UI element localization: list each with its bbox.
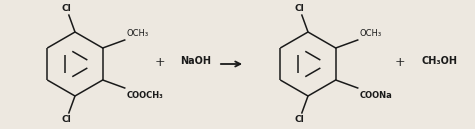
Text: Cl: Cl xyxy=(295,4,305,13)
Text: CH₃OH: CH₃OH xyxy=(422,56,458,66)
Text: COONa: COONa xyxy=(360,91,392,100)
Text: Cl: Cl xyxy=(62,4,72,13)
Text: +: + xyxy=(395,55,405,68)
Text: COOCH₃: COOCH₃ xyxy=(127,91,163,100)
Text: NaOH: NaOH xyxy=(180,56,211,66)
Text: Cl: Cl xyxy=(295,115,305,124)
Text: OCH₃: OCH₃ xyxy=(127,30,149,38)
Text: +: + xyxy=(155,55,165,68)
Text: OCH₃: OCH₃ xyxy=(360,30,382,38)
Text: Cl: Cl xyxy=(62,115,72,124)
